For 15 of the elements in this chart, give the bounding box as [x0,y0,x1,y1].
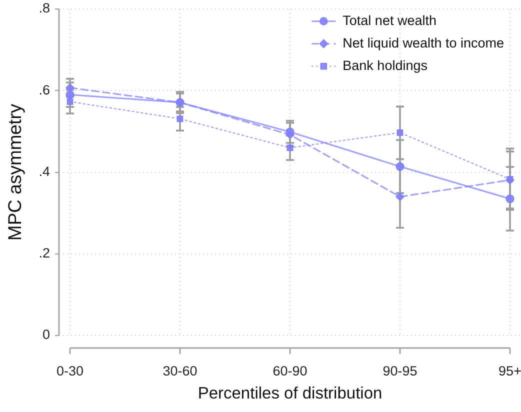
x-axis-title: Percentiles of distribution [198,384,382,403]
legend-label: Total net wealth [342,12,436,28]
x-tick-label: 30-60 [162,363,198,378]
y-tick-label: 0 [42,327,50,342]
x-tick-label: 0-30 [56,363,84,378]
y-tick-label: .6 [38,82,50,98]
y-tick-label: .4 [38,164,50,179]
y-tick-label: .2 [38,246,50,261]
legend-label: Net liquid wealth to income [342,35,504,50]
x-tick-label: 60-90 [272,363,308,378]
legend-label: Bank holdings [342,58,428,73]
y-axis-title: MPC asymmetry [4,103,26,241]
y-tick-label: .8 [38,0,50,16]
x-tick-label: 90-95 [382,363,418,378]
x-tick-label: 95+ [498,363,521,378]
